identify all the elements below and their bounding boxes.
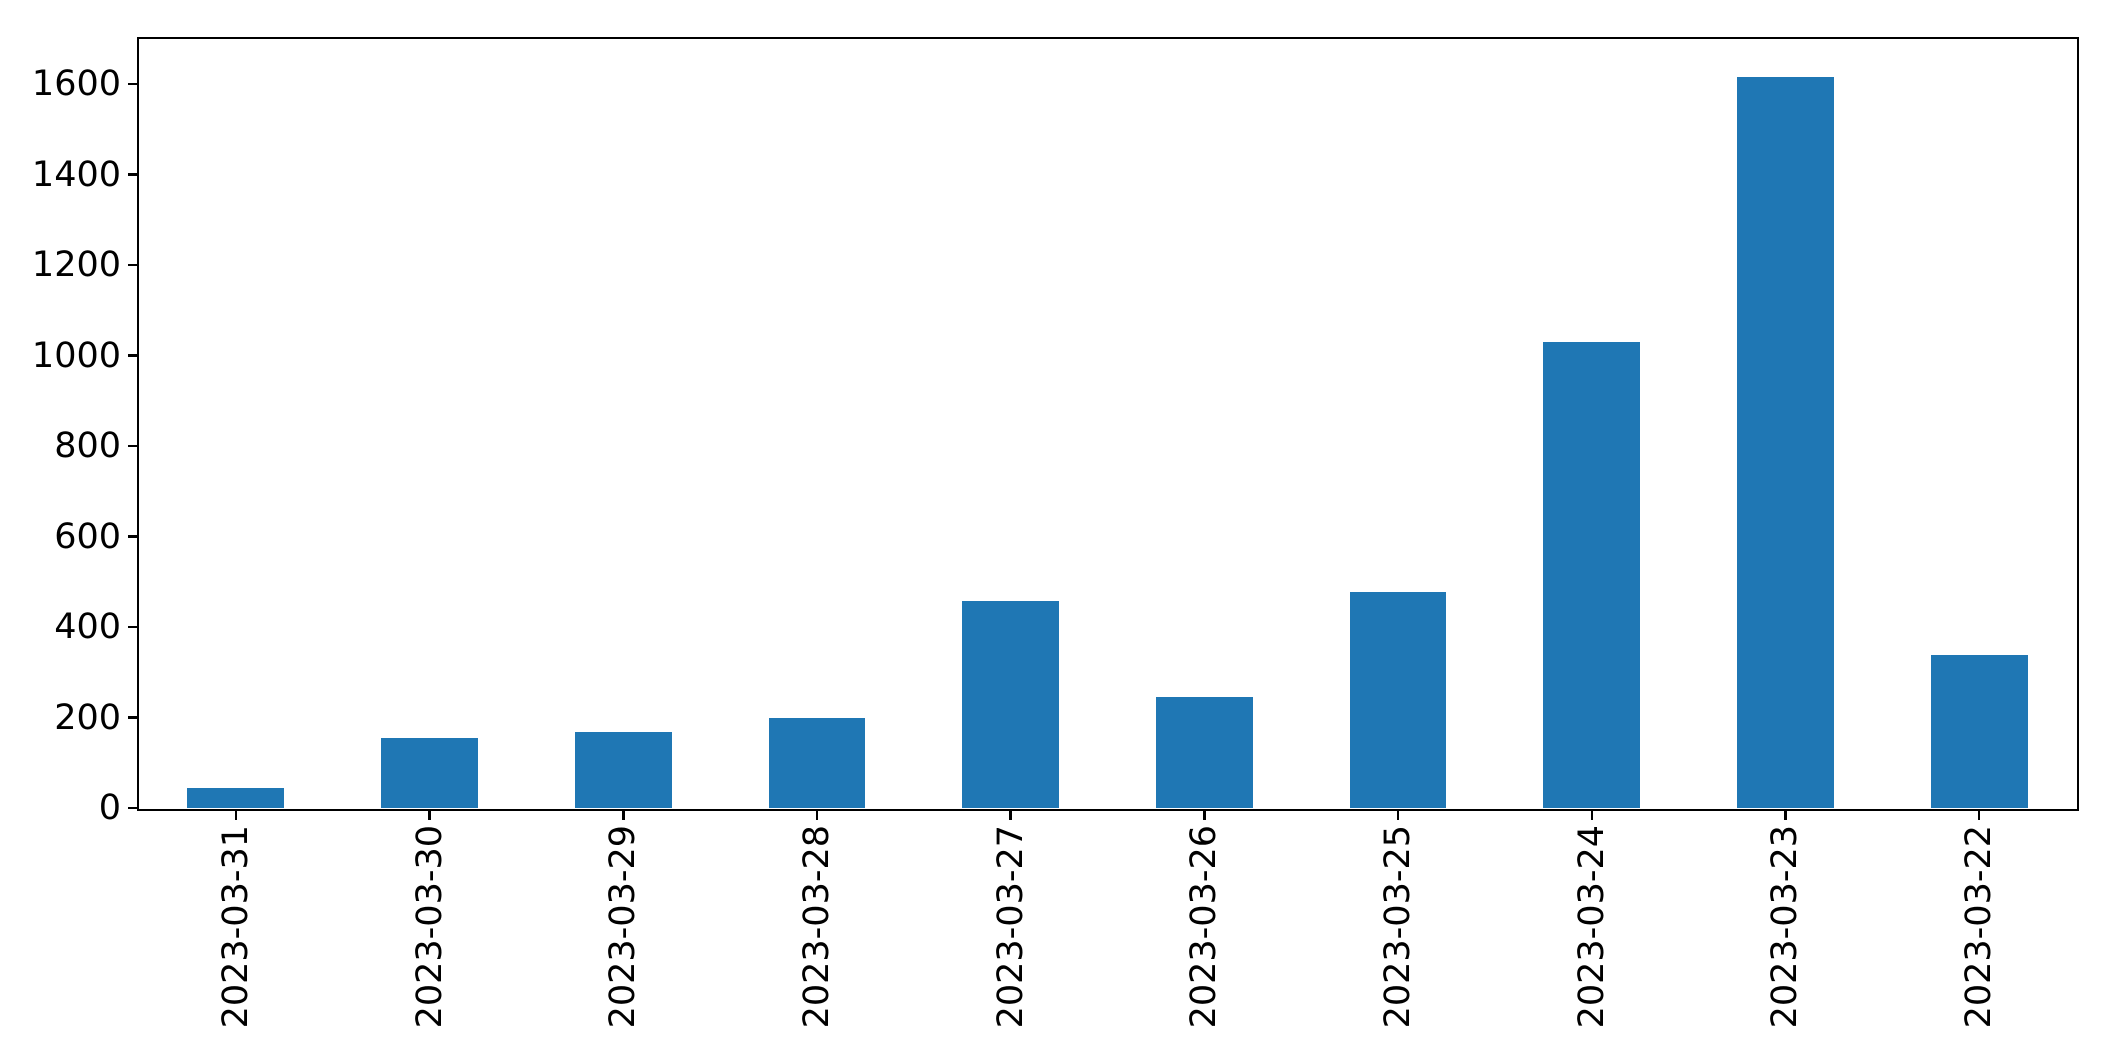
x-tick-mark [622,810,625,820]
y-tick-label: 600 [54,516,121,557]
bar [1930,654,2028,808]
bar [1543,342,1641,808]
y-tick-mark [127,173,137,176]
y-tick-label: 1000 [31,335,121,376]
bar [1349,591,1447,808]
x-tick-mark [1009,810,1012,820]
x-tick-label: 2023-03-29 [603,825,644,1029]
x-tick-mark [234,810,238,820]
bar [574,732,672,808]
y-tick-mark [127,444,137,448]
x-tick-mark [1590,810,1593,820]
x-tick-label: 2023-03-23 [1765,825,1806,1029]
x-tick-label: 2023-03-27 [990,825,1031,1029]
y-tick-mark [127,354,137,357]
y-tick-mark [127,263,137,267]
x-tick-mark [1977,810,1981,820]
bar [768,717,866,808]
y-tick-label: 1400 [31,154,121,195]
bar [1155,696,1253,808]
x-tick-label: 2023-03-30 [409,825,450,1029]
x-tick-mark [1396,810,1400,820]
bar [962,600,1060,808]
y-tick-mark [127,82,137,86]
x-tick-mark [815,810,819,820]
y-tick-label: 1200 [31,245,121,286]
x-tick-label: 2023-03-25 [1378,825,1419,1029]
x-tick-mark [428,810,431,820]
y-tick-label: 0 [98,788,121,828]
y-tick-label: 1600 [31,64,121,105]
x-tick-label: 2023-03-28 [796,825,837,1029]
x-tick-mark [1203,810,1206,820]
y-tick-mark [127,716,137,719]
bar [381,737,478,808]
x-tick-label: 2023-03-26 [1184,825,1225,1029]
y-tick-label: 200 [54,697,121,738]
x-tick-label: 2023-03-31 [215,825,256,1029]
x-tick-label: 2023-03-22 [1959,825,2000,1029]
y-tick-label: 400 [54,607,121,648]
bar [187,787,285,808]
y-tick-mark [127,806,137,810]
y-tick-mark [127,625,137,629]
y-tick-mark [127,535,137,538]
x-tick-label: 2023-03-24 [1571,825,1612,1029]
bar [1737,77,1834,808]
y-tick-label: 800 [54,426,121,467]
x-tick-mark [1784,810,1787,820]
